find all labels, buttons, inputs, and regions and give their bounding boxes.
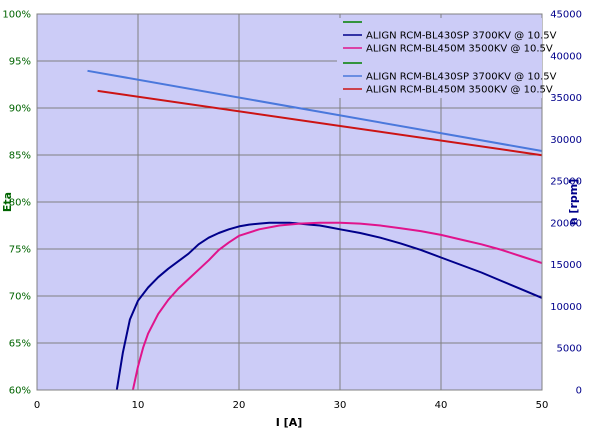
plot-border: [36, 13, 543, 391]
x-tick-label: 0: [34, 400, 40, 411]
grid-lines: [37, 14, 542, 390]
efficiency-series-line: [131, 221, 543, 391]
legend-items: ALIGN RCM-BL430SP 3700KV @ 10.5V ALIGN RC…: [343, 21, 557, 96]
legend-label: ALIGN RCM-BL450M 3500KV @ 10.5V: [366, 44, 553, 55]
x-tick-label: 30: [334, 400, 347, 411]
x-tick-label: 20: [233, 400, 246, 411]
series-lines: [87, 69, 543, 391]
y-right-tick-label: 30000: [550, 135, 582, 146]
y-left-tick-label: 85%: [9, 151, 31, 162]
y-left-tick-label: 80%: [9, 198, 31, 209]
legend-label: ALIGN RCM-BL430SP 3700KV @ 10.5V: [366, 31, 557, 42]
efficiency-series-line: [115, 221, 543, 391]
y-left-tick-label: 65%: [9, 339, 31, 350]
legend: ALIGN RCM-BL430SP 3700KV @ 10.5V ALIGN RC…: [337, 18, 557, 98]
y-right-tick-label: 20000: [550, 218, 582, 229]
x-tick-label: 10: [132, 400, 145, 411]
y-right-tick-label: 25000: [550, 177, 582, 188]
tick-labels: 60% 65% 70% 75% 80% 85% 90% 95% 100% 0 5000 10000 15…: [2, 10, 582, 412]
x-axis-title: I [A]: [276, 416, 303, 429]
y-left-tick-label: 70%: [9, 292, 31, 303]
y-left-tick-label: 95%: [9, 57, 31, 68]
x-tick-label: 40: [435, 400, 448, 411]
rpm-series-line: [97, 89, 543, 157]
y-right-tick-label: 0: [576, 386, 582, 397]
y-left-tick-label: 60%: [9, 386, 31, 397]
legend-label: ALIGN RCM-BL430SP 3700KV @ 10.5V: [366, 72, 557, 83]
y-left-tick-label: 100%: [2, 10, 31, 21]
legend-box: [337, 18, 542, 98]
y-right-axis-title: n [rpm]: [567, 179, 580, 225]
y-right-tick-label: 45000: [550, 10, 582, 21]
y-right-tick-label: 35000: [550, 93, 582, 104]
rpm-series-line: [87, 69, 543, 152]
y-right-tick-label: 5000: [557, 344, 582, 355]
y-right-tick-label: 10000: [550, 302, 582, 313]
y-left-tick-label: 90%: [9, 104, 31, 115]
legend-label: ALIGN RCM-BL450M 3500KV @ 10.5V: [366, 85, 553, 96]
x-tick-label: 50: [536, 400, 549, 411]
y-left-tick-label: 75%: [9, 245, 31, 256]
y-right-tick-label: 40000: [550, 51, 582, 62]
y-right-tick-label: 15000: [550, 260, 582, 271]
y-left-axis-title: Eta: [1, 192, 14, 212]
